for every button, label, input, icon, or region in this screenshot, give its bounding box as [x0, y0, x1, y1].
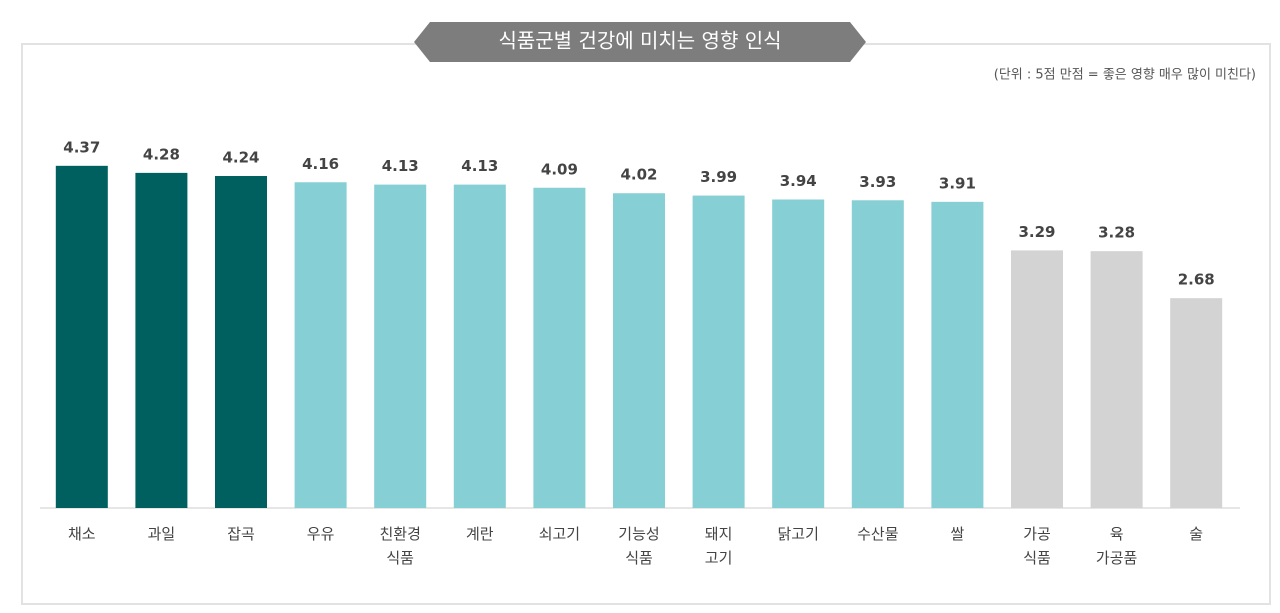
value-label: 4.37: [63, 138, 100, 156]
value-label: 4.09: [541, 160, 578, 178]
value-label: 4.16: [302, 155, 339, 173]
x-tick-label: 쌀: [950, 525, 965, 543]
x-tick-label: 채소: [67, 525, 96, 543]
value-label: 3.29: [1018, 223, 1055, 241]
x-tick-label: 가공 식품: [1023, 525, 1051, 567]
x-tick-label: 잡곡: [227, 525, 255, 543]
bar: [1170, 298, 1223, 508]
x-tick-label: 기능성 식품: [618, 525, 660, 567]
value-label: 4.13: [461, 157, 498, 175]
bar: [1090, 251, 1143, 508]
bar: [453, 184, 506, 508]
x-tick-label: 친환경 식품: [379, 525, 421, 567]
bar: [692, 195, 745, 508]
value-label: 3.99: [700, 168, 737, 186]
value-label: 4.24: [222, 149, 259, 167]
value-label: 3.93: [859, 173, 896, 191]
chart-subtitle: (단위 : 5점 만점 = 좋은 영향 매우 많이 미친다): [994, 68, 1256, 83]
x-tick-label: 돼지 고기: [704, 525, 733, 567]
bar: [931, 201, 984, 509]
value-label: 4.28: [143, 145, 180, 163]
x-tick-label: 우유: [306, 525, 335, 543]
bar: [294, 182, 347, 508]
value-label: 4.13: [382, 157, 419, 175]
bar: [374, 184, 427, 508]
bar: [613, 193, 665, 508]
x-tick-label: 수산물: [857, 525, 899, 543]
bar: [55, 165, 108, 509]
value-label: 4.02: [620, 166, 657, 184]
bar: [135, 172, 188, 508]
title-banner: [414, 22, 866, 62]
value-label: 3.28: [1098, 224, 1135, 242]
x-tick-label: 쇠고기: [538, 525, 581, 543]
bar: [851, 200, 904, 508]
value-label: 3.94: [780, 172, 817, 190]
chart-title: 식품군별 건강에 미치는 영향 인식: [498, 29, 781, 53]
bar: [1011, 250, 1063, 508]
value-label: 3.91: [939, 174, 976, 192]
bar: [215, 176, 267, 508]
bar: [533, 187, 586, 509]
x-tick-label: 계란: [465, 525, 494, 543]
x-tick-label: 과일: [147, 525, 176, 543]
x-tick-label: 술: [1189, 525, 1204, 543]
x-tick-label: 육 가공품: [1095, 525, 1138, 567]
value-label: 2.68: [1178, 271, 1215, 289]
bar: [772, 199, 825, 509]
x-tick-label: 닭고기: [777, 525, 819, 543]
